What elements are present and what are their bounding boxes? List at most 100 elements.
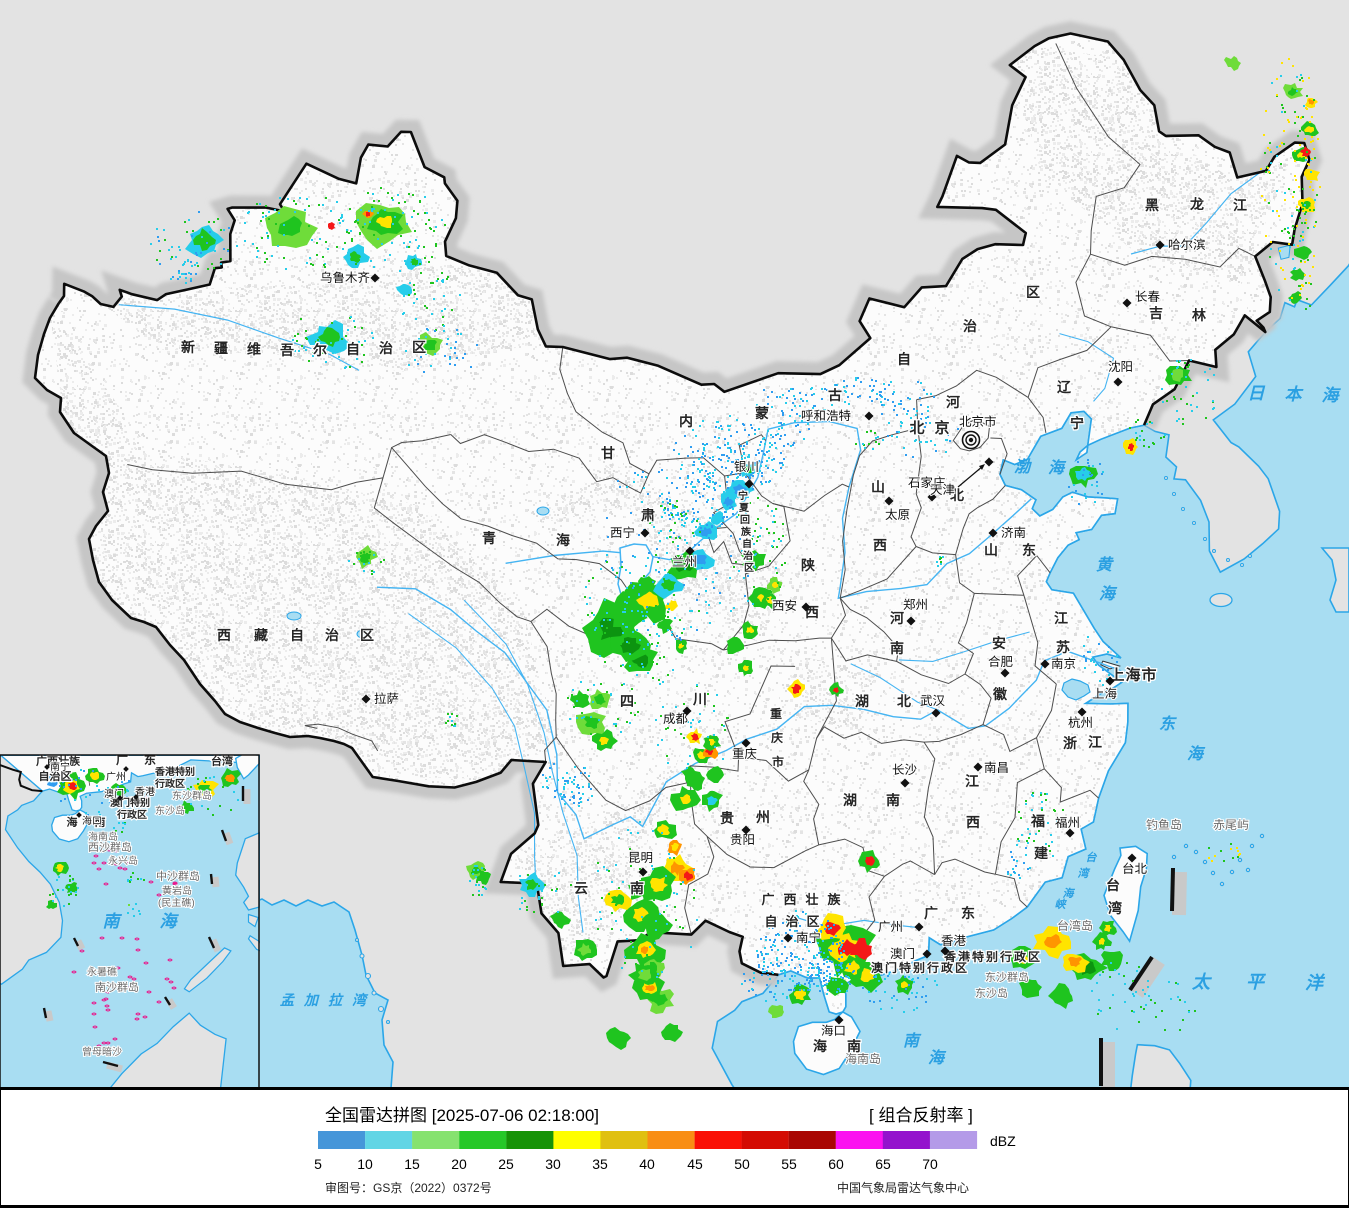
svg-text:疆: 疆 — [214, 340, 228, 356]
svg-text:新: 新 — [181, 339, 195, 355]
svg-text:特: 特 — [972, 950, 984, 964]
svg-text:云: 云 — [574, 880, 588, 896]
svg-text:海口: 海口 — [821, 1024, 846, 1038]
svg-text:徽: 徽 — [992, 686, 1008, 702]
svg-text:治: 治 — [963, 318, 977, 334]
svg-text:尔: 尔 — [312, 342, 327, 358]
svg-text:[ 组合反射率 ]: [ 组合反射率 ] — [869, 1106, 973, 1125]
svg-text:南: 南 — [630, 880, 644, 896]
svg-text:海: 海 — [1187, 745, 1206, 763]
svg-text:壮: 壮 — [805, 892, 818, 907]
svg-text:政: 政 — [941, 961, 954, 975]
svg-text:上海: 上海 — [1092, 687, 1118, 701]
svg-text:长沙: 长沙 — [892, 763, 918, 777]
svg-text:永兴岛: 永兴岛 — [108, 855, 138, 867]
svg-text:安: 安 — [992, 635, 1006, 651]
svg-text:甘: 甘 — [601, 445, 615, 461]
svg-text:宁: 宁 — [738, 490, 748, 502]
svg-text:东: 东 — [961, 905, 975, 921]
svg-text:50: 50 — [734, 1156, 750, 1172]
svg-text:东沙岛: 东沙岛 — [975, 987, 1008, 1000]
svg-text:永暑礁: 永暑礁 — [87, 966, 117, 978]
svg-text:广: 广 — [116, 753, 128, 767]
svg-text:洋: 洋 — [1305, 973, 1326, 993]
svg-text:南: 南 — [95, 816, 106, 829]
svg-text:南: 南 — [890, 640, 904, 656]
svg-text:别: 别 — [985, 950, 998, 964]
svg-text:全国雷达拼图 [2025-07-06 02:18:00]: 全国雷达拼图 [2025-07-06 02:18:00] — [325, 1106, 599, 1125]
svg-text:海: 海 — [1099, 585, 1118, 603]
svg-text:族: 族 — [827, 892, 841, 907]
svg-text:东: 东 — [144, 753, 156, 767]
svg-text:吾: 吾 — [280, 342, 294, 358]
svg-text:海: 海 — [1125, 667, 1140, 684]
svg-text:吉: 吉 — [1149, 305, 1163, 321]
svg-text:北京市: 北京市 — [959, 415, 997, 429]
svg-text:香港: 香港 — [135, 786, 155, 798]
svg-text:族: 族 — [741, 526, 752, 538]
svg-text:重: 重 — [770, 707, 782, 721]
svg-text:60: 60 — [828, 1156, 844, 1172]
svg-text:台北: 台北 — [1122, 862, 1148, 876]
svg-text:河: 河 — [946, 394, 960, 410]
svg-text:5: 5 — [314, 1156, 322, 1172]
svg-text:自: 自 — [346, 341, 360, 357]
svg-text:30: 30 — [545, 1156, 561, 1172]
svg-text:西: 西 — [217, 627, 231, 643]
svg-text:台: 台 — [1106, 877, 1120, 893]
svg-text:江: 江 — [1088, 734, 1102, 750]
svg-text:南宁: 南宁 — [796, 931, 821, 945]
svg-text:平: 平 — [1246, 972, 1266, 992]
svg-text:广: 广 — [761, 892, 774, 907]
svg-text:贵阳: 贵阳 — [730, 833, 755, 847]
svg-text:区: 区 — [1028, 950, 1040, 964]
svg-text:70: 70 — [922, 1156, 938, 1172]
svg-text:治: 治 — [785, 914, 798, 929]
svg-text:西: 西 — [966, 814, 980, 830]
svg-text:治: 治 — [743, 550, 753, 562]
svg-text:黑: 黑 — [1145, 197, 1159, 213]
svg-text:台: 台 — [1086, 851, 1098, 864]
svg-text:湖: 湖 — [843, 792, 857, 808]
svg-text:青: 青 — [482, 530, 496, 546]
svg-text:区: 区 — [955, 961, 967, 975]
svg-text:东沙群岛: 东沙群岛 — [172, 790, 212, 802]
svg-text:西沙群岛: 西沙群岛 — [88, 841, 132, 854]
svg-text:中沙群岛: 中沙群岛 — [156, 870, 200, 883]
svg-text:审图号：GS京（2022）0372号: 审图号：GS京（2022）0372号 — [325, 1180, 492, 1195]
svg-text:西安: 西安 — [772, 599, 797, 613]
svg-text:呼和浩特: 呼和浩特 — [801, 409, 851, 423]
svg-text:海: 海 — [1048, 459, 1067, 477]
svg-text:天津: 天津 — [930, 483, 955, 497]
svg-text:南: 南 — [103, 912, 123, 931]
svg-text:昆明: 昆明 — [628, 851, 653, 865]
svg-text:北: 北 — [950, 487, 964, 503]
svg-text:行政区: 行政区 — [116, 809, 147, 821]
svg-text:东: 东 — [1022, 542, 1036, 558]
svg-text:东: 东 — [1159, 715, 1177, 733]
svg-text:15: 15 — [404, 1156, 420, 1172]
svg-text:武汉: 武汉 — [920, 694, 946, 708]
svg-text:自: 自 — [897, 351, 911, 367]
svg-text:浙: 浙 — [1063, 735, 1077, 751]
svg-text:门: 门 — [885, 961, 897, 975]
svg-text:蒙: 蒙 — [755, 405, 769, 421]
svg-text:郑州: 郑州 — [903, 598, 928, 612]
svg-text:海: 海 — [67, 816, 78, 829]
svg-text:香港特别: 香港特别 — [154, 766, 195, 778]
svg-text:济南: 济南 — [1001, 526, 1026, 540]
svg-text:合肥: 合肥 — [988, 655, 1014, 669]
svg-text:钓鱼岛: 钓鱼岛 — [1146, 818, 1182, 832]
svg-text:别: 别 — [912, 961, 925, 975]
svg-text:贵: 贵 — [720, 810, 734, 826]
svg-text:自: 自 — [742, 538, 752, 550]
svg-text:州: 州 — [755, 809, 770, 825]
svg-text:赤尾屿: 赤尾屿 — [1213, 818, 1249, 832]
svg-text:古: 古 — [828, 387, 842, 403]
svg-text:重庆: 重庆 — [732, 747, 758, 761]
svg-text:福: 福 — [1030, 813, 1045, 829]
svg-text:海南岛: 海南岛 — [88, 831, 118, 843]
svg-text:加: 加 — [303, 992, 320, 1008]
svg-text:(民主礁): (民主礁) — [158, 897, 195, 909]
svg-text:宁: 宁 — [1070, 415, 1084, 431]
